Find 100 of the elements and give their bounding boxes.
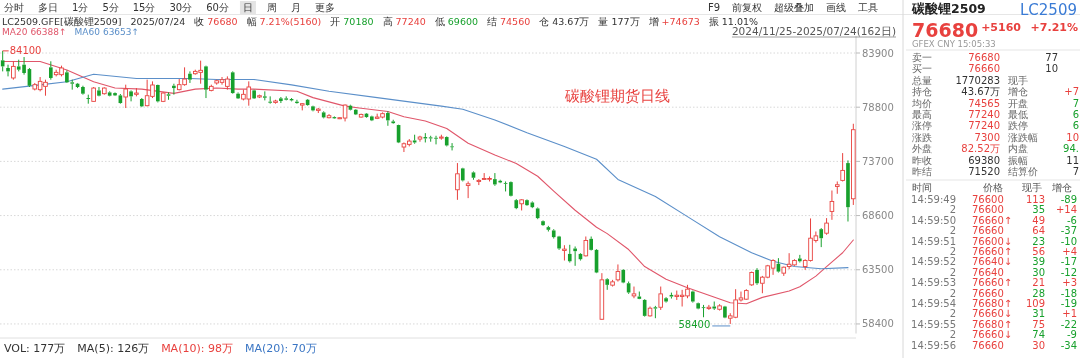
text: 增 <box>647 16 659 27</box>
text: 76660↑ <box>972 246 1013 257</box>
text: 39 <box>1032 256 1045 268</box>
text: 76680↑ <box>972 298 1013 309</box>
annotation: 84100 <box>9 45 42 57</box>
text: 周 <box>266 2 277 13</box>
text: 76600↓ <box>972 235 1013 247</box>
text: 77240 <box>968 109 1000 120</box>
text: 74 <box>1032 329 1045 341</box>
text: MA(5): 126万 <box>77 342 150 355</box>
text: -6 <box>1067 214 1077 226</box>
text: -89 <box>1060 194 1077 205</box>
text: 量 <box>598 16 609 27</box>
text: -17 <box>1060 256 1077 268</box>
text: 14:59:51 <box>911 235 956 247</box>
y-tick-label: 58400 <box>862 318 894 330</box>
text: 外盘 <box>912 143 932 155</box>
text: 77240 <box>395 16 426 27</box>
text: 7.21%(5160) <box>259 16 322 27</box>
text: 2025/07/24 <box>130 16 186 27</box>
y-tick-label: 78800 <box>862 101 894 113</box>
text: +74673 <box>661 16 700 27</box>
text: 11 <box>1066 154 1079 166</box>
text: 买一 <box>912 63 932 75</box>
text: 76660↓ <box>972 308 1013 320</box>
text: 跌停 <box>1008 120 1028 132</box>
text: 76660 <box>972 225 1004 237</box>
text: 69600 <box>447 16 479 27</box>
text: 更多 <box>314 2 335 13</box>
text: 74560 <box>500 16 531 27</box>
text: 11.01% <box>721 16 759 27</box>
text: 昨结 <box>912 166 932 177</box>
text: F9 <box>707 2 720 13</box>
text: LC2509 <box>1019 1 1077 19</box>
text: 工具 <box>858 2 878 13</box>
text: 画线 <box>826 2 846 13</box>
text: 低 <box>434 16 445 27</box>
text: 177万 <box>611 16 640 27</box>
text: 14:59:53 <box>911 277 956 289</box>
annotation: 2024/11/25-2025/07/24(162日) <box>731 25 896 37</box>
text: 结 <box>487 16 498 27</box>
text: 15分 <box>132 2 156 13</box>
text: GFEX CNY 15:05:33 <box>912 39 996 49</box>
text: 76640↓ <box>972 256 1013 268</box>
text: MA(10): 98万 <box>161 342 233 355</box>
text: -12 <box>1060 266 1077 278</box>
text: 76660 <box>972 339 1004 351</box>
text: 14:59:49 <box>911 194 956 205</box>
text: 76600 <box>972 204 1004 216</box>
annotation: 58400 <box>678 318 731 330</box>
text: 76660↓ <box>972 329 1013 341</box>
text: 1770283 <box>955 74 1000 86</box>
text: 14:59:56 <box>911 339 956 351</box>
text: 超级叠加 <box>774 2 814 13</box>
text: 开盘 <box>1008 97 1028 109</box>
text: +14 <box>1055 204 1077 216</box>
text: 64 <box>1032 225 1045 237</box>
text: 2 <box>949 204 956 216</box>
text: 69380 <box>968 154 1000 166</box>
text: 43.67万 <box>552 16 590 27</box>
text: 振幅 <box>1008 154 1028 166</box>
text: 76660 <box>968 63 1000 75</box>
text: 77240 <box>968 120 1000 132</box>
text: 109 <box>1025 298 1045 309</box>
text: 增仓 <box>1051 182 1072 193</box>
text: 前复权 <box>732 2 762 13</box>
text: 35 <box>1032 204 1045 216</box>
text: MA20 <box>2 27 28 37</box>
y-tick-label: 83900 <box>862 47 894 59</box>
text: 31 <box>1032 308 1045 320</box>
text: 30分 <box>169 2 193 13</box>
text: +7.21% <box>1030 21 1078 34</box>
text: MA(20): 70万 <box>244 342 317 355</box>
text: 14:59:55 <box>911 318 956 330</box>
text: 74565 <box>968 97 1000 109</box>
text: -18 <box>1060 287 1077 299</box>
text: 28 <box>1032 287 1045 299</box>
text: 总量 <box>911 74 932 86</box>
text: 高 <box>382 16 393 27</box>
text: MA60 <box>74 27 101 37</box>
y-tick-label: 73700 <box>862 155 894 167</box>
text: 日 <box>242 2 253 13</box>
text: 75 <box>1032 318 1045 330</box>
text: 开 <box>330 16 341 27</box>
text: 77 <box>1045 52 1058 63</box>
text: 1分 <box>72 2 89 13</box>
text: -34 <box>1060 339 1077 351</box>
text: 2 <box>949 308 956 320</box>
text: 76640 <box>972 266 1004 278</box>
text: 14:59:54 <box>911 298 956 309</box>
text: +3 <box>1062 277 1077 289</box>
text: 6 <box>1072 120 1079 132</box>
text: -37 <box>1060 225 1077 237</box>
text: -22 <box>1060 318 1077 330</box>
text: 振 <box>708 16 719 27</box>
text: 7300 <box>974 131 1000 143</box>
text: +1 <box>1062 308 1077 320</box>
text: 49 <box>1032 214 1045 226</box>
text: 70180 <box>343 16 374 27</box>
text: 最高 <box>912 109 932 120</box>
